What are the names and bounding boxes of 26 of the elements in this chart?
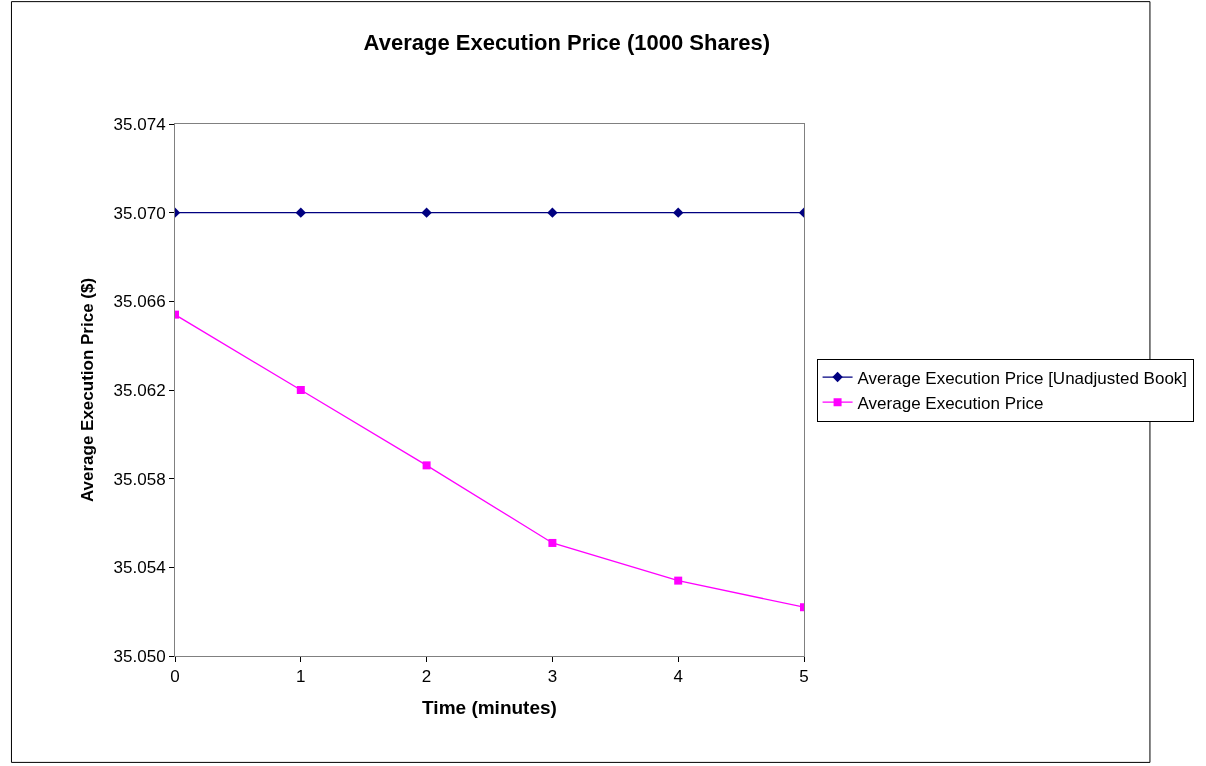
point bbox=[674, 576, 683, 585]
y-tick-label: 35.070 bbox=[113, 203, 166, 223]
point bbox=[548, 538, 557, 547]
chart-title: Average Execution Price (1000 Shares) bbox=[363, 29, 771, 55]
y-tick-label: 35.050 bbox=[113, 646, 166, 666]
legend-label: Average Execution Price [Unadjusted Book] bbox=[857, 368, 1188, 388]
x-tick-label: 4 bbox=[673, 667, 683, 687]
point bbox=[547, 207, 558, 218]
y-axis-title: Average Execution Price ($) bbox=[78, 277, 98, 503]
y-tick-label: 35.058 bbox=[113, 469, 166, 489]
x-axis-title: Time (minutes) bbox=[422, 697, 557, 719]
point bbox=[422, 461, 431, 470]
y-tick-label: 35.054 bbox=[113, 558, 166, 578]
point bbox=[295, 207, 306, 218]
x-tick-label: 3 bbox=[547, 667, 558, 687]
point bbox=[296, 386, 305, 394]
x-tick-label: 0 bbox=[170, 667, 180, 687]
x-tick-label: 2 bbox=[421, 667, 432, 687]
point bbox=[421, 207, 432, 218]
x-tick-label: 1 bbox=[296, 667, 306, 687]
point bbox=[673, 207, 684, 218]
x-tick-label: 5 bbox=[799, 667, 809, 687]
legend-label: Average Execution Price bbox=[857, 393, 1044, 413]
y-tick-label: 35.062 bbox=[113, 380, 166, 400]
y-tick-label: 35.074 bbox=[113, 114, 166, 134]
y-tick-label: 35.066 bbox=[113, 292, 166, 312]
